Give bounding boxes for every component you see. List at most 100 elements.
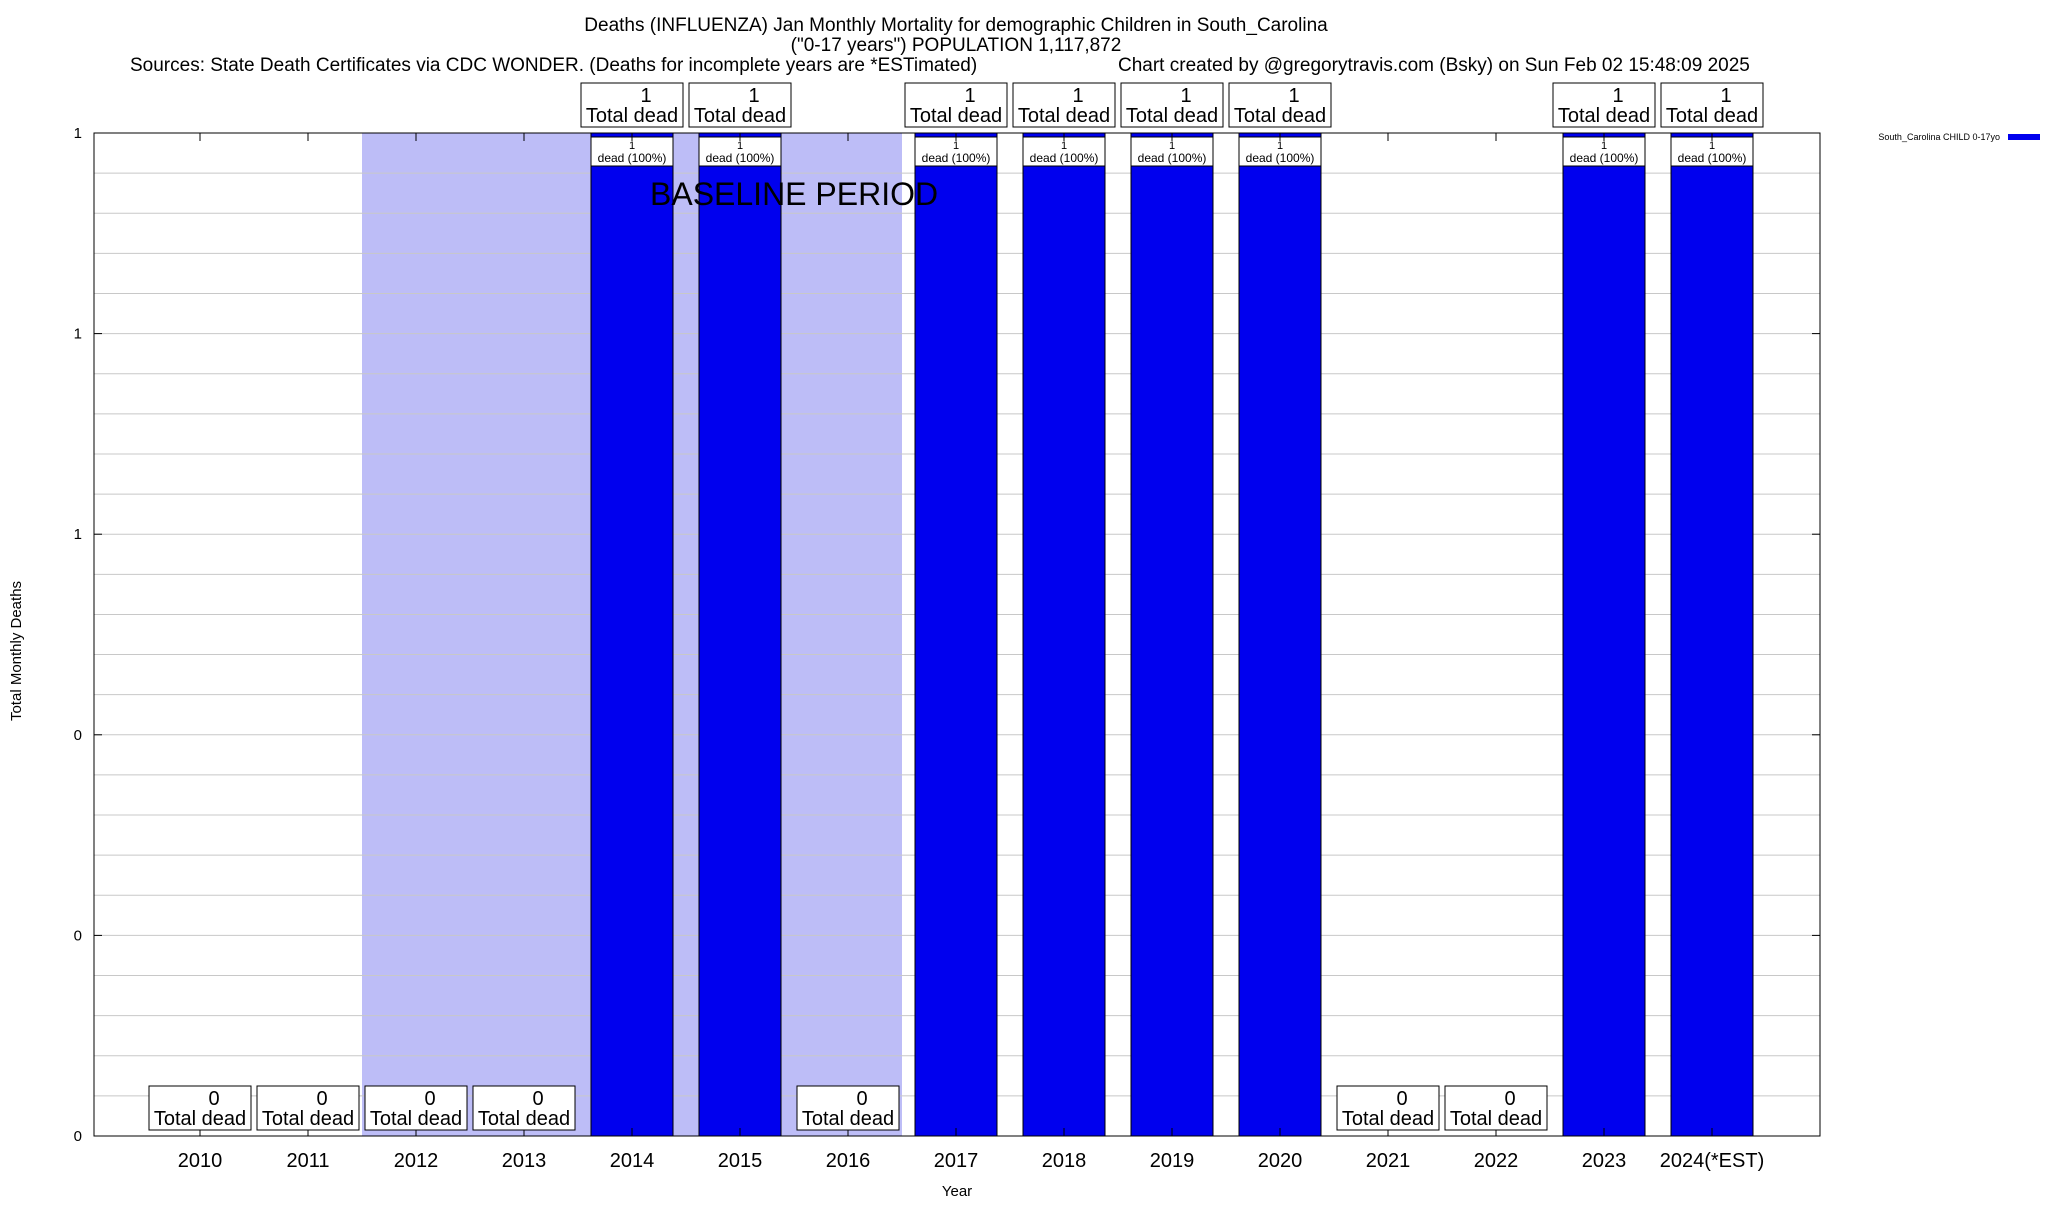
bar <box>698 132 782 1137</box>
bar-label-pct: dead (100%) <box>1030 151 1099 165</box>
baseline-label: BASELINE PERIOD <box>650 176 938 212</box>
total-label-box <box>1012 82 1116 128</box>
bar-label-pct: dead (100%) <box>1246 151 1315 165</box>
bar-label-count: 1 <box>1061 140 1067 152</box>
x-tick-label: 2011 <box>286 1150 329 1172</box>
total-label-count: 1 <box>1072 85 1083 107</box>
total-label-count: 0 <box>1504 1088 1515 1110</box>
bar-label-pct: dead (100%) <box>706 151 775 165</box>
bar-label-count: 1 <box>1709 140 1715 152</box>
total-label-count: 1 <box>1720 85 1731 107</box>
total-label-box <box>580 82 684 128</box>
total-label-text: Total dead <box>1234 105 1326 127</box>
total-label-box <box>364 1085 468 1131</box>
total-label-box <box>1660 82 1764 128</box>
total-label-count: 0 <box>532 1088 543 1110</box>
total-label-text: Total dead <box>154 1108 246 1130</box>
x-tick-label: 2023 <box>1582 1150 1627 1172</box>
bar-label-box <box>914 136 998 167</box>
total-label-count: 1 <box>1180 85 1191 107</box>
total-label-count: 1 <box>1288 85 1299 107</box>
total-label-text: Total dead <box>1126 105 1218 127</box>
bar-label-box <box>1130 136 1214 167</box>
legend-swatch <box>2008 134 2040 140</box>
total-label-box <box>1552 82 1656 128</box>
bar-label-pct: dead (100%) <box>1138 151 1207 165</box>
bar <box>1238 132 1322 1137</box>
bar-label-count: 1 <box>1169 140 1175 152</box>
total-label-box <box>1120 82 1224 128</box>
legend: South_Carolina CHILD 0-17yo <box>1878 132 2040 142</box>
bar-label-count: 1 <box>737 140 743 152</box>
bar <box>1130 132 1214 1137</box>
total-label-text: Total dead <box>1018 105 1110 127</box>
total-label-text: Total dead <box>1450 1108 1542 1130</box>
total-label-box <box>1336 1085 1440 1131</box>
total-label-text: Total dead <box>370 1108 462 1130</box>
total-label-count: 0 <box>424 1088 435 1110</box>
bar-label-count: 1 <box>1601 140 1607 152</box>
x-tick-label: 2014 <box>610 1150 655 1172</box>
total-label-text: Total dead <box>1666 105 1758 127</box>
bar-label-box <box>1562 136 1646 167</box>
bar <box>590 132 674 1137</box>
total-label-text: Total dead <box>586 105 678 127</box>
x-axis-label: Year <box>942 1183 972 1200</box>
y-tick-label: 1 <box>74 526 82 543</box>
x-tick-label: 2015 <box>718 1150 763 1172</box>
x-tick-label: 2024(*EST) <box>1660 1150 1765 1172</box>
total-label-text: Total dead <box>694 105 786 127</box>
x-tick-label: 2010 <box>178 1150 223 1172</box>
x-tick-label: 2020 <box>1258 1150 1303 1172</box>
total-label-text: Total dead <box>262 1108 354 1130</box>
bar-label-box <box>590 136 674 167</box>
total-label-box <box>1444 1085 1548 1131</box>
bar <box>1022 132 1106 1137</box>
bar <box>1670 132 1754 1137</box>
total-label-box <box>472 1085 576 1131</box>
bar-label-pct: dead (100%) <box>1570 151 1639 165</box>
chart-credit: Chart created by @gregorytravis.com (Bsk… <box>1118 55 1750 76</box>
x-tick-label: 2018 <box>1042 1150 1087 1172</box>
total-label-count: 0 <box>856 1088 867 1110</box>
chart-sources: Sources: State Death Certificates via CD… <box>130 55 977 76</box>
total-label-box <box>1228 82 1332 128</box>
bar <box>914 132 998 1137</box>
total-label-box <box>688 82 792 128</box>
total-label-text: Total dead <box>802 1108 894 1130</box>
total-label-text: Total dead <box>1342 1108 1434 1130</box>
total-label-box <box>256 1085 360 1131</box>
bar-label-box <box>1670 136 1754 167</box>
x-tick-label: 2019 <box>1150 1150 1195 1172</box>
total-label-box <box>148 1085 252 1131</box>
x-tick-label: 2022 <box>1474 1150 1519 1172</box>
total-label-count: 0 <box>208 1088 219 1110</box>
y-axis-label: Total Monthly Deaths <box>8 581 25 721</box>
total-label-count: 1 <box>748 85 759 107</box>
total-label-text: Total dead <box>478 1108 570 1130</box>
total-label-text: Total dead <box>1558 105 1650 127</box>
y-tick-label: 0 <box>74 927 82 944</box>
total-label-count: 1 <box>640 85 651 107</box>
bar-label-count: 1 <box>953 140 959 152</box>
x-tick-label: 2012 <box>394 1150 439 1172</box>
x-tick-label: 2017 <box>934 1150 979 1172</box>
total-label-box <box>796 1085 900 1131</box>
y-tick-label: 1 <box>74 125 82 142</box>
bar-label-pct: dead (100%) <box>598 151 667 165</box>
legend-label: South_Carolina CHILD 0-17yo <box>1878 132 2000 142</box>
bar <box>1562 132 1646 1137</box>
chart-title: Deaths (INFLUENZA) Jan Monthly Mortality… <box>584 15 1328 36</box>
chart-subtitle: ("0-17 years") POPULATION 1,117,872 <box>791 35 1122 56</box>
bar-label-count: 1 <box>1277 140 1283 152</box>
total-label-count: 1 <box>964 85 975 107</box>
y-axis: 0 0 0 1 1 1 <box>74 125 1820 1145</box>
y-tick-label: 1 <box>74 326 82 343</box>
y-tick-label: 0 <box>74 1128 82 1145</box>
x-tick-label: 2021 <box>1366 1150 1411 1172</box>
bar-label-pct: dead (100%) <box>1678 151 1747 165</box>
